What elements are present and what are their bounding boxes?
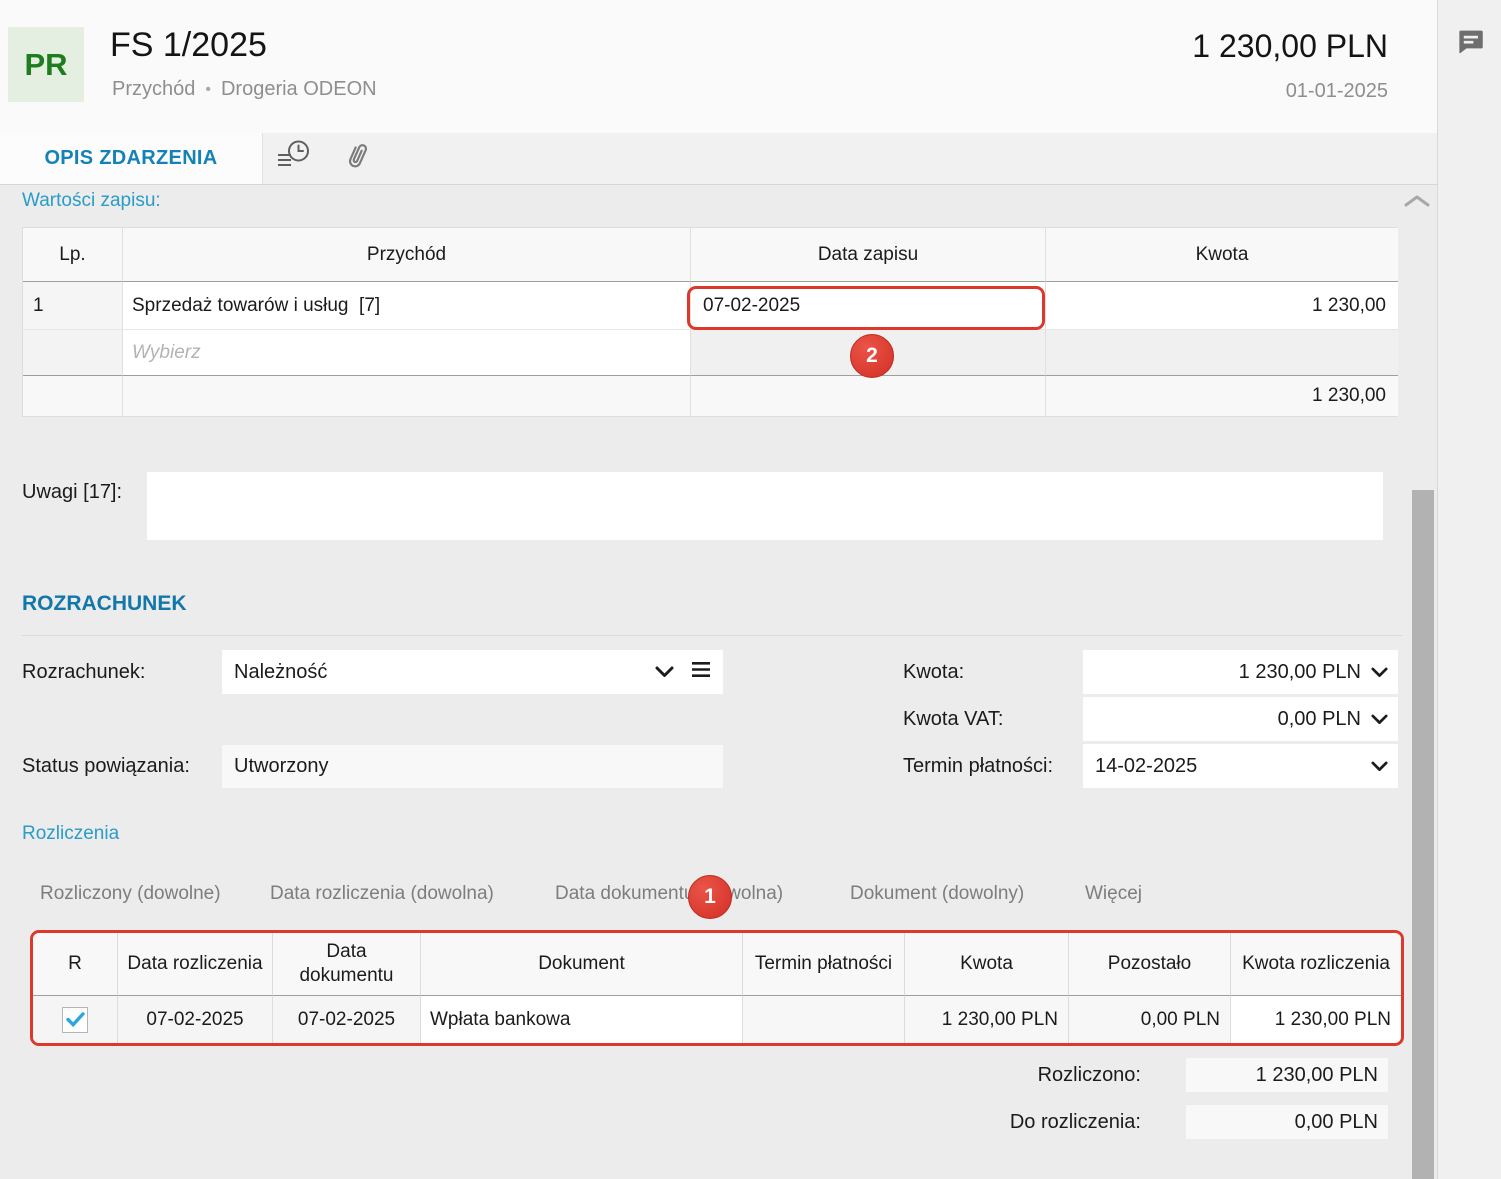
paperclip-icon <box>337 136 376 180</box>
uwagi-textarea[interactable] <box>147 472 1383 540</box>
do-rozliczenia-value: 0,00 PLN <box>1186 1105 1388 1139</box>
kwota-label: Kwota: <box>903 660 965 683</box>
column-header-dokument: Dokument <box>421 933 743 996</box>
comment-icon <box>1453 25 1487 64</box>
section-divider <box>22 635 1402 636</box>
kwota-vat-label: Kwota VAT: <box>903 707 1004 730</box>
attachments-button[interactable] <box>325 133 387 184</box>
column-header-pozostalo: Pozostało <box>1069 933 1231 996</box>
settlement-dokument: Wpłata bankowa <box>421 996 743 1043</box>
total-kwota: 1 230,00 <box>1046 375 1398 416</box>
filter-dokument[interactable]: Dokument (dowolny) <box>850 883 1025 904</box>
page-title: FS 1/2025 <box>110 26 267 64</box>
kwota-vat-dropdown[interactable]: 0,00 PLN <box>1083 697 1398 741</box>
settlement-data-dokumentu: 07-02-2025 <box>273 996 421 1043</box>
settlement-pozostalo: 0,00 PLN <box>1069 996 1231 1043</box>
chevron-down-icon[interactable] <box>1371 755 1388 778</box>
document-date: 01-01-2025 <box>1285 80 1388 102</box>
entry-row-kwota-cell[interactable]: 1 230,00 <box>1046 282 1398 329</box>
new-row-lp <box>23 329 123 375</box>
history-icon <box>275 138 313 179</box>
chevron-up-icon <box>1404 194 1430 213</box>
do-rozliczenia-label: Do rozliczenia: <box>1009 1110 1141 1133</box>
rozrachunek-value: Należność <box>234 660 328 683</box>
rozliczono-value: 1 230,00 PLN <box>1186 1058 1388 1092</box>
entry-row-przychod-cell[interactable]: Sprzedaż towarów i usług [7] <box>123 282 691 329</box>
uwagi-label: Uwagi [17]: <box>22 481 123 503</box>
doc-type-badge: PR <box>8 27 84 102</box>
column-header-data-dokumentu: Data dokumentu <box>273 933 421 996</box>
filter-rozliczony[interactable]: Rozliczony (dowolne) <box>40 883 221 904</box>
column-header-kwota2: Kwota <box>905 933 1069 996</box>
vertical-scrollbar[interactable] <box>1412 490 1434 1179</box>
tab-bar: OPIS ZDARZENIA <box>0 133 1437 185</box>
kwota-vat-value: 0,00 PLN <box>1277 707 1361 730</box>
rozrachunek-dropdown[interactable]: Należność <box>222 650 723 694</box>
subtitle-separator: • <box>205 80 211 98</box>
settlement-kwota: 1 230,00 PLN <box>905 996 1069 1043</box>
chevron-down-icon[interactable] <box>1371 708 1388 731</box>
contractor-name: Drogeria ODEON <box>220 78 377 100</box>
entry-values-table: Lp. Przychód Data zapisu Kwota 1 Sprzeda… <box>22 227 1398 417</box>
termin-platnosci-value: 14-02-2025 <box>1095 754 1198 777</box>
menu-icon[interactable] <box>691 661 711 684</box>
kwota-value: 1 230,00 PLN <box>1238 660 1361 683</box>
wartosci-zapisu-heading: Wartości zapisu: <box>22 190 161 211</box>
column-header-data-rozliczenia: Data rozliczenia <box>118 933 273 996</box>
total-row-data-zapisu <box>691 375 1046 416</box>
opis-zdarzenia-panel: Wartości zapisu: Lp. Przychód Data zapis… <box>0 186 1437 1179</box>
status-powiazania-value: Utworzony <box>234 755 329 777</box>
new-row-kwota-cell <box>1046 329 1398 375</box>
column-header-r: R <box>33 933 118 996</box>
kwota-dropdown[interactable]: 1 230,00 PLN <box>1083 650 1398 694</box>
rozrachunek-heading: ROZRACHUNEK <box>22 592 187 615</box>
column-header-kwota-rozliczenia: Kwota rozliczenia <box>1231 933 1401 996</box>
column-header-kwota: Kwota <box>1046 228 1398 282</box>
wybierz-placeholder: Wybierz <box>132 341 201 363</box>
column-header-data-zapisu: Data zapisu <box>691 228 1046 282</box>
right-toolbar <box>1437 0 1501 1179</box>
document-header: PR FS 1/2025 Przychód • Drogeria ODEON 1… <box>0 0 1437 133</box>
settlement-termin-platnosci <box>743 996 905 1043</box>
settlement-kwota-rozliczenia-cell[interactable]: 1 230,00 PLN <box>1274 1008 1391 1030</box>
rozliczono-row: Rozliczono: 1 230,00 PLN <box>1038 1057 1388 1093</box>
termin-platnosci-label: Termin płatności: <box>903 754 1054 777</box>
main-panel: PR FS 1/2025 Przychód • Drogeria ODEON 1… <box>0 0 1437 1179</box>
doc-subtitle: Przychód • Drogeria ODEON <box>112 78 377 101</box>
column-header-termin-platnosci: Termin płatności <box>743 933 905 996</box>
collapse-section-button[interactable] <box>1402 192 1432 214</box>
rozliczenia-heading: Rozliczenia <box>22 823 120 844</box>
total-row-lp <box>23 375 123 416</box>
status-powiazania-label: Status powiązania: <box>22 754 190 777</box>
chevron-down-icon[interactable] <box>655 661 674 684</box>
tab-opis-zdarzenia[interactable]: OPIS ZDARZENIA <box>0 133 263 184</box>
filter-data-dokumentu[interactable]: Data dokumentu (dowolna) <box>555 883 784 904</box>
entry-row-data-zapisu-cell[interactable]: 07-02-2025 <box>691 282 1046 329</box>
doc-type-label: Przychód <box>112 78 196 100</box>
rozliczono-label: Rozliczono: <box>1037 1063 1141 1086</box>
document-amount: 1 230,00 PLN <box>1192 28 1388 64</box>
filter-data-rozliczenia[interactable]: Data rozliczenia (dowolna) <box>270 883 494 904</box>
settlement-data-rozliczenia: 07-02-2025 <box>118 996 273 1043</box>
new-row-data-zapisu-cell <box>691 329 1046 375</box>
settlement-checkbox[interactable] <box>62 1006 88 1033</box>
comments-button[interactable] <box>1452 26 1488 62</box>
rozrachunek-label: Rozrachunek: <box>22 660 146 683</box>
entry-row-lp: 1 <box>23 282 123 329</box>
status-powiazania-field: Utworzony <box>222 745 723 788</box>
column-header-lp: Lp. <box>23 228 123 282</box>
settlements-table: R Data rozliczenia Data dokumentu Dokume… <box>30 930 1404 1046</box>
chevron-down-icon[interactable] <box>1371 661 1388 684</box>
settlement-row-check-cell <box>33 996 118 1043</box>
termin-platnosci-dropdown[interactable]: 14-02-2025 <box>1083 744 1398 788</box>
column-header-przychod: Przychód <box>123 228 691 282</box>
filter-wiecej[interactable]: Więcej <box>1085 883 1143 904</box>
new-row-przychod-cell[interactable]: Wybierz <box>123 329 691 375</box>
do-rozliczenia-row: Do rozliczenia: 0,00 PLN <box>1010 1104 1388 1140</box>
total-row-przychod <box>123 375 691 416</box>
history-button[interactable] <box>263 133 325 184</box>
